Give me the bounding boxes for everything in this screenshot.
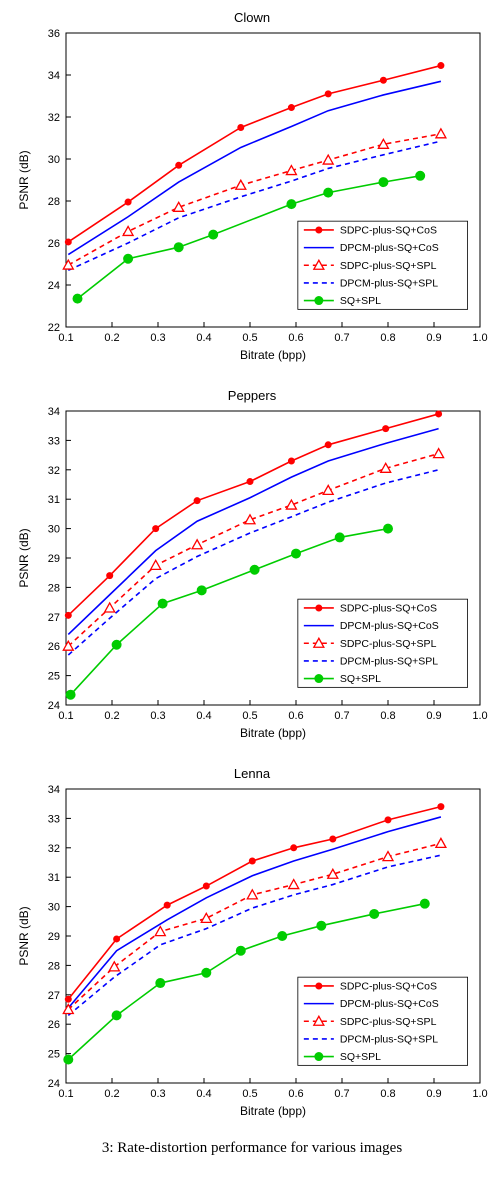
svg-text:SDPC-plus-SQ+SPL: SDPC-plus-SQ+SPL (340, 260, 437, 272)
svg-text:PSNR (dB): PSNR (dB) (17, 906, 31, 965)
svg-text:27: 27 (48, 612, 60, 624)
svg-text:33: 33 (48, 435, 60, 447)
svg-text:26: 26 (48, 1019, 60, 1031)
svg-text:DPCM-plus-SQ+SPL: DPCM-plus-SQ+SPL (340, 1033, 438, 1045)
svg-text:30: 30 (48, 524, 60, 536)
svg-text:SDPC-plus-SQ+SPL: SDPC-plus-SQ+SPL (340, 638, 437, 650)
svg-text:26: 26 (48, 641, 60, 653)
svg-text:SQ+SPL: SQ+SPL (340, 295, 381, 307)
svg-text:30: 30 (48, 902, 60, 914)
svg-text:24: 24 (48, 1078, 60, 1090)
svg-text:33: 33 (48, 813, 60, 825)
svg-text:SDPC-plus-SQ+CoS: SDPC-plus-SQ+CoS (340, 224, 437, 236)
svg-text:0.5: 0.5 (242, 1088, 257, 1100)
svg-text:30: 30 (48, 154, 60, 166)
svg-text:0.3: 0.3 (150, 1088, 165, 1100)
svg-text:25: 25 (48, 671, 60, 683)
svg-text:PSNR (dB): PSNR (dB) (17, 150, 31, 209)
svg-text:DPCM-plus-SQ+CoS: DPCM-plus-SQ+CoS (340, 620, 439, 632)
svg-text:Bitrate (bpp): Bitrate (bpp) (240, 1104, 306, 1118)
svg-text:0.5: 0.5 (242, 710, 257, 722)
svg-text:Bitrate (bpp): Bitrate (bpp) (240, 348, 306, 362)
charts-container: Clown 0.1 0.2 0.3 0.4 0.5 0.6 0.7 0.8 0.9 1.0 22 24 2… (0, 10, 504, 1126)
svg-text:0.4: 0.4 (196, 1088, 211, 1100)
chart-panel: Peppers 0.1 0.2 0.3 0.4 0.5 0.6 0.7 0.8 0.9 1.0 24 2… (12, 388, 492, 748)
svg-text:0.3: 0.3 (150, 710, 165, 722)
chart-title: Clown (12, 10, 492, 25)
svg-text:0.7: 0.7 (334, 710, 349, 722)
svg-text:1.0: 1.0 (472, 1088, 487, 1100)
svg-text:32: 32 (48, 112, 60, 124)
svg-text:25: 25 (48, 1049, 60, 1061)
svg-text:DPCM-plus-SQ+SPL: DPCM-plus-SQ+SPL (340, 277, 438, 289)
svg-text:0.9: 0.9 (426, 332, 441, 344)
svg-text:31: 31 (48, 494, 60, 506)
svg-text:26: 26 (48, 238, 60, 250)
svg-text:SQ+SPL: SQ+SPL (340, 1051, 381, 1063)
svg-text:28: 28 (48, 960, 60, 972)
svg-text:DPCM-plus-SQ+SPL: DPCM-plus-SQ+SPL (340, 655, 438, 667)
svg-text:0.8: 0.8 (380, 332, 395, 344)
svg-text:0.3: 0.3 (150, 332, 165, 344)
chart-panel: Clown 0.1 0.2 0.3 0.4 0.5 0.6 0.7 0.8 0.9 1.0 22 24 2… (12, 10, 492, 370)
svg-text:31: 31 (48, 872, 60, 884)
svg-text:0.7: 0.7 (334, 1088, 349, 1100)
chart-title: Lenna (12, 766, 492, 781)
svg-text:24: 24 (48, 280, 60, 292)
svg-text:0.6: 0.6 (288, 1088, 303, 1100)
svg-text:0.6: 0.6 (288, 710, 303, 722)
svg-text:0.1: 0.1 (58, 332, 73, 344)
svg-text:1.0: 1.0 (472, 710, 487, 722)
svg-text:0.4: 0.4 (196, 710, 211, 722)
svg-text:0.8: 0.8 (380, 710, 395, 722)
svg-text:0.1: 0.1 (58, 710, 73, 722)
svg-text:DPCM-plus-SQ+CoS: DPCM-plus-SQ+CoS (340, 998, 439, 1010)
svg-text:1.0: 1.0 (472, 332, 487, 344)
svg-text:24: 24 (48, 700, 60, 712)
svg-text:0.9: 0.9 (426, 1088, 441, 1100)
svg-text:0.2: 0.2 (104, 332, 119, 344)
page: { "series_labels": { "s1": "SDPC-plus-SQ… (0, 0, 504, 1180)
svg-text:34: 34 (48, 70, 60, 82)
svg-text:SDPC-plus-SQ+CoS: SDPC-plus-SQ+CoS (340, 980, 437, 992)
svg-text:SDPC-plus-SQ+SPL: SDPC-plus-SQ+SPL (340, 1016, 437, 1028)
svg-text:SQ+SPL: SQ+SPL (340, 673, 381, 685)
svg-text:0.9: 0.9 (426, 710, 441, 722)
svg-text:0.2: 0.2 (104, 1088, 119, 1100)
svg-text:0.1: 0.1 (58, 1088, 73, 1100)
svg-text:34: 34 (48, 784, 60, 796)
svg-text:0.2: 0.2 (104, 710, 119, 722)
svg-text:0.4: 0.4 (196, 332, 211, 344)
svg-text:32: 32 (48, 843, 60, 855)
svg-text:0.5: 0.5 (242, 332, 257, 344)
svg-text:PSNR (dB): PSNR (dB) (17, 528, 31, 587)
svg-text:28: 28 (48, 582, 60, 594)
svg-text:29: 29 (48, 931, 60, 943)
svg-text:0.6: 0.6 (288, 332, 303, 344)
svg-text:0.8: 0.8 (380, 1088, 395, 1100)
chart-title: Peppers (12, 388, 492, 403)
figure-caption: 3: Rate-distortion performance for vario… (0, 1140, 504, 1157)
svg-text:29: 29 (48, 553, 60, 565)
svg-text:36: 36 (48, 28, 60, 40)
svg-text:34: 34 (48, 406, 60, 418)
svg-text:DPCM-plus-SQ+CoS: DPCM-plus-SQ+CoS (340, 242, 439, 254)
svg-text:Bitrate (bpp): Bitrate (bpp) (240, 726, 306, 740)
svg-text:SDPC-plus-SQ+CoS: SDPC-plus-SQ+CoS (340, 602, 437, 614)
svg-text:0.7: 0.7 (334, 332, 349, 344)
svg-text:27: 27 (48, 990, 60, 1002)
svg-text:22: 22 (48, 322, 60, 334)
svg-text:28: 28 (48, 196, 60, 208)
svg-text:32: 32 (48, 465, 60, 477)
chart-panel: Lenna 0.1 0.2 0.3 0.4 0.5 0.6 0.7 0.8 0.9 1.0 24 25 2… (12, 766, 492, 1126)
